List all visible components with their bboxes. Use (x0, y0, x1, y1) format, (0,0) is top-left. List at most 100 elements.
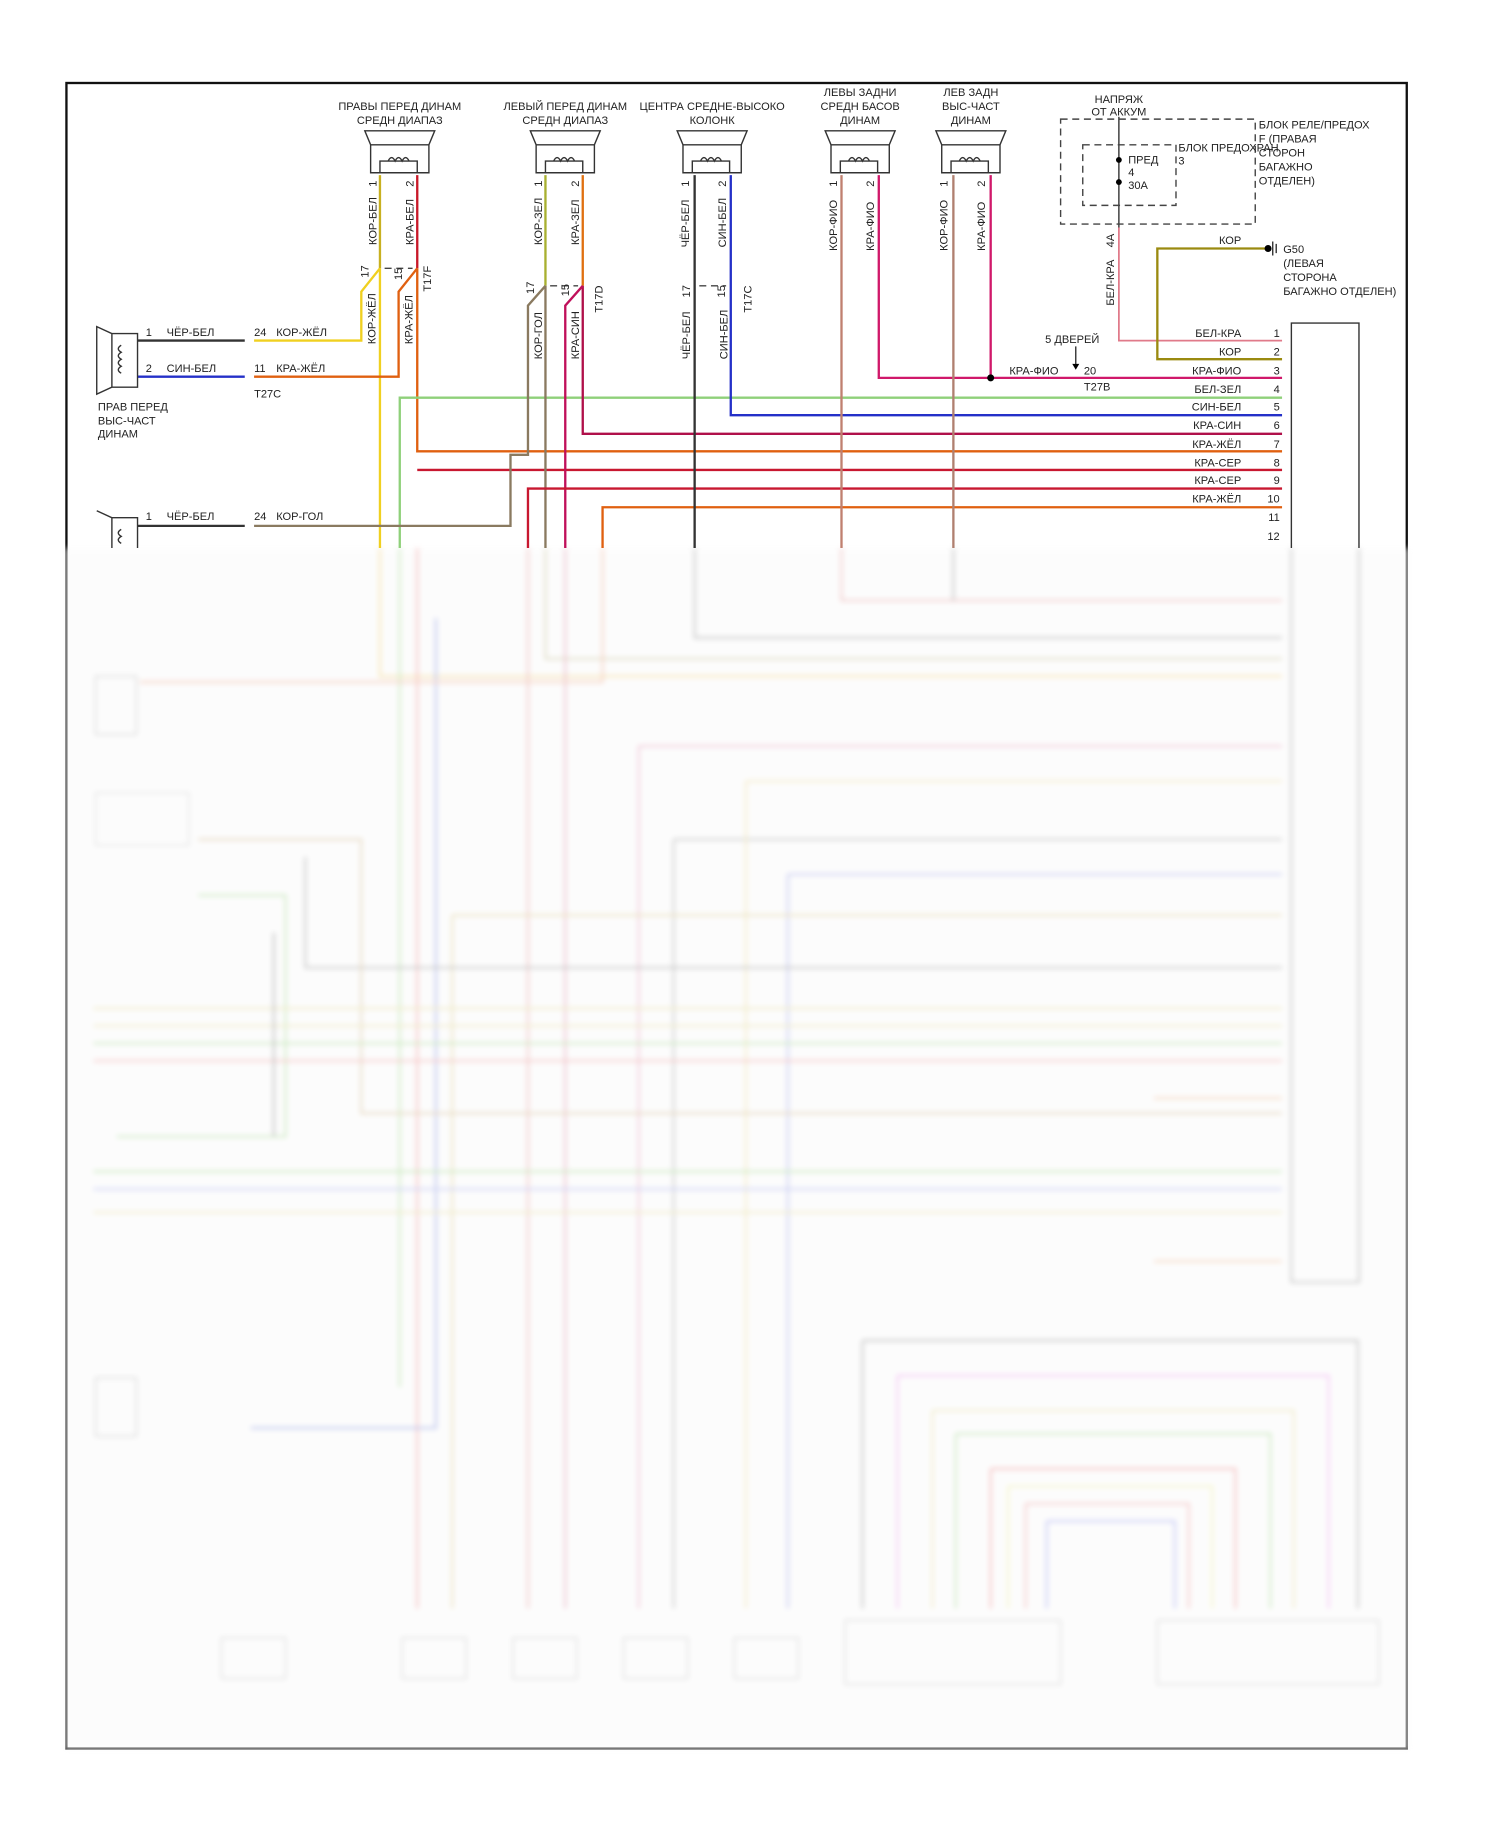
connector-name: T27C (254, 389, 281, 401)
pin-label: 11 (1268, 512, 1279, 524)
speaker-right-front-mid: ПРАВЫ ПЕРЕД ДИНАМ СРЕДН ДИАПАЗ 1 2 КОР-Б… (338, 101, 461, 245)
relay-box-label: СТОРОН (1259, 147, 1305, 159)
speaker-title: ЛЕВЫ ЗАДНИ (824, 87, 897, 99)
fuse-label: 30A (1128, 180, 1148, 192)
wire-label: КОР-ГОЛ (533, 312, 545, 359)
pin-label: 1 (939, 181, 951, 187)
fuse-icon (1115, 157, 1122, 163)
pin-label: 17 (681, 285, 693, 297)
wire-label: КРА-ФИО (1009, 365, 1059, 377)
pin-label: 1 (533, 181, 545, 187)
wire-label: КРА-СЕР (1194, 457, 1241, 469)
power-source-label: ОТ АККУМ (1091, 107, 1146, 119)
pin-label: 1 (367, 181, 379, 187)
pin-label: 24 (254, 327, 266, 339)
pin-label: 17 (525, 282, 537, 294)
option-label: 5 ДВЕРЕЙ (1045, 333, 1099, 346)
ground-g50: КОР G50 (ЛЕВАЯ СТОРОНА БАГАЖНО ОТДЕЛЕН) (1219, 235, 1396, 298)
head-unit-connector: БЕЛ-КРА 1 КОР 2 КРА-ФИО 3 БЕЛ-ЗЕЛ 4 СИН-БЕЛ 5… (1192, 322, 1360, 549)
wire-label: КОР (1219, 347, 1241, 359)
ground-label: СТОРОНА (1283, 272, 1337, 284)
wire-label: КОР-ФИО (828, 199, 840, 250)
wire-label: БЕЛ-ЗЕЛ (1194, 384, 1241, 396)
fuse-icon (1115, 179, 1122, 185)
fuse-relay-block: НАПРЯЖ ОТ АККУМ БЛОК РЕЛЕ/ПРЕДОХ F (ПРАВ… (1059, 94, 1370, 306)
connector-name: T17C (743, 286, 755, 313)
pin-label: 11 (254, 363, 265, 375)
pin-label: 24 (254, 511, 266, 523)
wire-label: ЧЁР-БЕЛ (681, 312, 693, 360)
speaker-title: ЦЕНТРА СРЕДНЕ-ВЫСОКО (640, 101, 786, 113)
wire-label: КОР (1219, 235, 1241, 247)
pin-label: 10 (1267, 494, 1279, 506)
speaker-title: ПРАВЫ ПЕРЕД ДИНАМ (338, 101, 461, 113)
wire-label: СИН-БЕЛ (1192, 402, 1242, 414)
power-source-label: НАПРЯЖ (1095, 94, 1144, 106)
pin-label: 1 (680, 181, 692, 187)
wire-label: КРА-ЖЁЛ (404, 295, 416, 344)
speaker-title: ДИНАМ (840, 115, 880, 127)
wire-label: ЧЁР-БЕЛ (680, 200, 692, 248)
connector-name: T17F (422, 266, 434, 292)
pin-label: 20 (1084, 365, 1096, 377)
speaker-left-rear-tweeter: ЛЕВ ЗАДН ВЫС-ЧАСТ ДИНАМ 1 2 КОР-ФИО КРА-… (934, 87, 1007, 251)
wire-label: КРА-ЖЁЛ (1192, 494, 1241, 506)
wire-label: КРА-ЖЁЛ (276, 363, 325, 375)
speaker-title: ДИНАМ (951, 115, 991, 127)
speaker-right-front-tweeter: 1 ЧЁР-БЕЛ 2 СИН-БЕЛ 24 КОР-ЖЁЛ 11 КРА-ЖЁ… (96, 325, 327, 440)
wire-label: ЧЁР-БЕЛ (167, 511, 215, 523)
speaker-title: СРЕДН ДИАПАЗ (357, 115, 443, 127)
wire-label: КРА-ФИО (1192, 365, 1242, 377)
pin-label: 9 (1274, 475, 1280, 487)
connector-name: T17D (594, 286, 606, 313)
wire-label: КРА-СИН (570, 311, 582, 359)
wire-label: КОР-ЗЕЛ (533, 198, 545, 245)
speaker-title: ЛЕВЫЙ ПЕРЕД ДИНАМ (504, 100, 628, 113)
wire-label: КРА-СИН (1193, 420, 1241, 432)
wires (137, 116, 1283, 549)
fuse-box-label: БЛОК ПРЕДОХРАН (1178, 143, 1278, 155)
pin-label: 12 (1267, 531, 1279, 543)
relay-box-label: ОТДЕЛЕН) (1259, 175, 1315, 187)
pin-label: 15 (560, 284, 572, 296)
connector-t17f: 17 15 T17F КОР-ЖЁЛ КРА-ЖЁЛ (359, 265, 434, 344)
wire-label: КРА-СЕР (1194, 475, 1241, 487)
ground-label: БАГАЖНО ОТДЕЛЕН) (1283, 286, 1396, 298)
speaker-title: КОЛОНК (690, 115, 736, 127)
blurred-lower-section (64, 548, 1411, 1751)
pin-label: 2 (146, 363, 152, 375)
pin-label: 1 (146, 327, 152, 339)
ground-label: G50 (1283, 244, 1304, 256)
pin-label: 2 (976, 181, 988, 187)
pin-label: 17 (359, 265, 371, 277)
pin-label: 8 (1274, 457, 1280, 469)
fuse-label: ПРЕД (1128, 154, 1159, 166)
wire-label: БЕЛ-КРА (1195, 328, 1242, 340)
ground-icon (1264, 245, 1272, 252)
pin-label: 1 (828, 181, 840, 187)
speaker-title: ЛЕВ ЗАДН (943, 87, 998, 99)
pin-label: 2 (405, 181, 417, 187)
fuse-label: 4 (1128, 167, 1134, 179)
speaker-title: СРЕДН БАСОВ (821, 101, 900, 113)
ground-label: (ЛЕВАЯ (1283, 258, 1324, 270)
relay-box-label: F (ПРАВАЯ (1259, 133, 1317, 145)
pin-label: 4A (1105, 233, 1117, 247)
wire-label: КОР-ЖЁЛ (366, 293, 378, 344)
wire-label: СИН-БЕЛ (718, 310, 730, 360)
speaker-title: СРЕДН ДИАПАЗ (522, 115, 608, 127)
wire-label: КРА-ФИО (976, 201, 988, 251)
door-option: 5 ДВЕРЕЙ КРА-ФИО 20 T27B (1009, 333, 1110, 394)
speaker-title: ВЫС-ЧАСТ (942, 101, 1000, 113)
wire-label: КРА-ФИО (865, 201, 877, 251)
pin-label: 3 (1274, 365, 1280, 377)
wire-label: КРА-ЗЕЛ (570, 200, 582, 245)
wire-label: БЕЛ-КРА (1105, 259, 1117, 306)
speaker-title: ВЫС-ЧАСТ (98, 415, 156, 427)
wire-label: СИН-БЕЛ (167, 363, 217, 375)
pin-label: 4 (1274, 384, 1280, 396)
wire-label: КРА-БЕЛ (405, 199, 417, 245)
pin-label: 6 (1274, 420, 1280, 432)
pin-label: 15 (716, 285, 728, 297)
